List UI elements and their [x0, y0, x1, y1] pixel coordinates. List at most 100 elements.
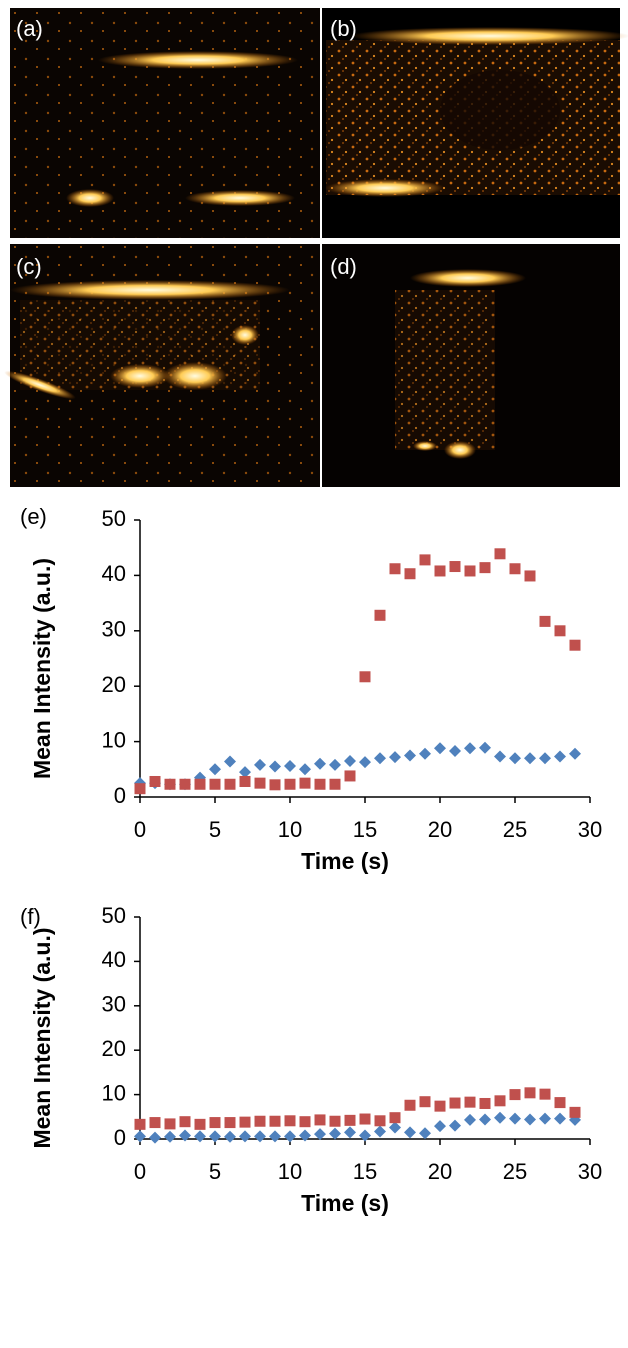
x-tick-label: 20: [428, 1159, 452, 1184]
square-marker: [464, 565, 476, 577]
diamond-marker: [359, 756, 371, 769]
diamond-marker: [224, 1130, 236, 1143]
y-axis-title: Mean Intensity (a.u.): [29, 558, 55, 779]
diamond-marker: [224, 755, 236, 768]
diamond-marker: [284, 759, 296, 772]
diamond-marker: [179, 1129, 191, 1142]
square-marker: [569, 639, 581, 651]
square-marker: [299, 777, 311, 789]
diamond-marker: [494, 750, 506, 763]
diamond-marker: [164, 1130, 176, 1143]
image-d: (d): [322, 244, 620, 487]
diamond-marker: [239, 766, 251, 779]
x-tick-label: 5: [209, 1159, 221, 1184]
diamond-marker: [194, 1130, 206, 1143]
image-label: (a): [16, 16, 43, 41]
square-marker: [524, 1087, 536, 1099]
y-tick-label: 10: [102, 1080, 126, 1105]
square-marker: [479, 1097, 491, 1109]
diamond-marker: [269, 1130, 281, 1143]
square-marker: [524, 570, 536, 582]
square-marker: [344, 770, 356, 782]
square-marker: [404, 568, 416, 580]
x-tick-label: 15: [353, 1159, 377, 1184]
diamond-marker: [404, 1126, 416, 1139]
x-axis-title: Time (s): [301, 1190, 389, 1216]
x-tick-label: 0: [134, 1159, 146, 1184]
diamond-marker: [524, 752, 536, 765]
square-marker: [569, 1106, 581, 1118]
square-marker: [509, 1089, 521, 1101]
diamond-marker: [479, 1113, 491, 1126]
square-marker: [194, 1118, 206, 1130]
diamond-marker: [539, 752, 551, 765]
square-marker: [419, 554, 431, 566]
image-label: (c): [16, 254, 42, 279]
x-tick-label: 30: [578, 1159, 602, 1184]
square-marker: [404, 1099, 416, 1111]
square-marker: [374, 609, 386, 621]
diamond-marker: [284, 1130, 296, 1143]
diamond-marker: [254, 758, 266, 771]
square-marker: [389, 563, 401, 575]
square-marker: [284, 778, 296, 790]
square-marker: [509, 563, 521, 575]
square-marker: [224, 778, 236, 790]
diamond-marker: [464, 1113, 476, 1126]
diamond-marker: [479, 741, 491, 754]
square-marker: [359, 1113, 371, 1125]
square-marker: [329, 778, 341, 790]
square-marker: [269, 1115, 281, 1127]
x-tick-label: 5: [209, 817, 221, 842]
square-marker: [434, 1100, 446, 1112]
square-marker: [314, 778, 326, 790]
diamond-marker: [254, 1130, 266, 1143]
image-label: (b): [330, 16, 357, 41]
x-tick-label: 25: [503, 1159, 527, 1184]
diamond-marker: [389, 1121, 401, 1134]
square-marker: [134, 783, 146, 795]
x-tick-label: 0: [134, 817, 146, 842]
diamond-marker: [299, 1129, 311, 1142]
diamond-marker: [449, 745, 461, 758]
diamond-marker: [314, 1128, 326, 1141]
diamond-marker: [554, 1112, 566, 1125]
square-marker: [494, 1095, 506, 1107]
diamond-marker: [569, 747, 581, 760]
diamond-marker: [404, 749, 416, 762]
diamond-marker: [509, 1112, 521, 1125]
diamond-marker: [434, 1120, 446, 1133]
square-marker: [179, 778, 191, 790]
diamond-marker: [374, 1125, 386, 1138]
square-marker: [329, 1115, 341, 1127]
square-marker: [209, 778, 221, 790]
square-marker: [149, 1117, 161, 1129]
square-marker: [434, 565, 446, 577]
image-label: (d): [330, 254, 357, 279]
diamond-marker: [449, 1119, 461, 1132]
diamond-marker: [464, 742, 476, 755]
y-tick-label: 30: [102, 992, 126, 1017]
diamond-marker: [269, 760, 281, 773]
y-tick-label: 0: [114, 1125, 126, 1150]
y-tick-label: 10: [102, 727, 126, 752]
diamond-marker: [299, 763, 311, 776]
diamond-marker: [419, 1127, 431, 1140]
y-tick-label: 40: [102, 947, 126, 972]
square-marker: [554, 1097, 566, 1109]
y-tick-label: 50: [102, 506, 126, 531]
square-marker: [464, 1096, 476, 1108]
diamond-marker: [239, 1130, 251, 1143]
diamond-marker: [374, 752, 386, 765]
image-c: (c): [4, 244, 320, 487]
square-marker: [179, 1116, 191, 1128]
square-marker: [209, 1117, 221, 1129]
square-marker: [539, 615, 551, 627]
square-marker: [389, 1112, 401, 1124]
square-marker: [239, 775, 251, 787]
diamond-marker: [494, 1111, 506, 1124]
x-tick-label: 30: [578, 817, 602, 842]
square-marker: [494, 548, 506, 560]
square-marker: [239, 1116, 251, 1128]
